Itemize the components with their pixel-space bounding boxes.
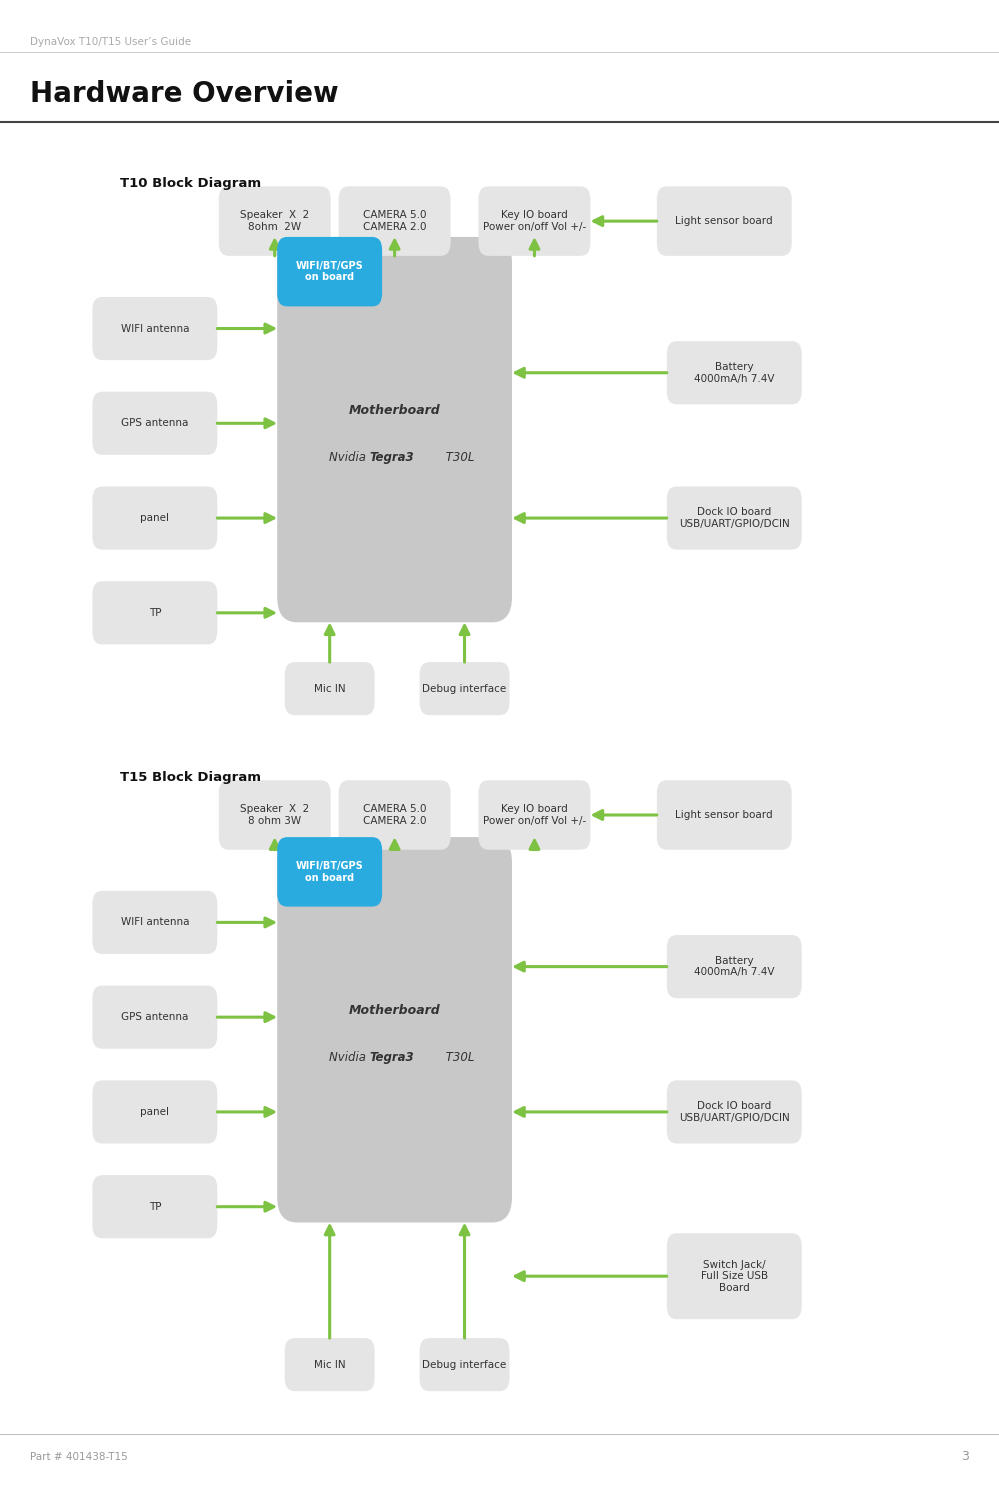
FancyBboxPatch shape [278,237,382,307]
Text: T30L: T30L [442,1051,474,1065]
FancyBboxPatch shape [667,1233,801,1320]
FancyBboxPatch shape [420,662,509,716]
Text: TP: TP [149,608,161,617]
FancyBboxPatch shape [479,780,590,850]
Text: Mic IN: Mic IN [314,1360,346,1370]
Text: panel: panel [140,1106,170,1117]
Text: 3: 3 [961,1451,969,1463]
FancyBboxPatch shape [92,890,218,954]
FancyBboxPatch shape [420,1337,509,1391]
FancyBboxPatch shape [285,1337,375,1391]
Text: Dock IO board
USB/UART/GPIO/DCIN: Dock IO board USB/UART/GPIO/DCIN [679,507,789,529]
FancyBboxPatch shape [92,986,218,1048]
FancyBboxPatch shape [278,836,382,907]
Text: Motherboard: Motherboard [349,1005,441,1017]
Text: Dock IO board
USB/UART/GPIO/DCIN: Dock IO board USB/UART/GPIO/DCIN [679,1102,789,1123]
FancyBboxPatch shape [219,780,331,850]
Text: Battery
4000mA/h 7.4V: Battery 4000mA/h 7.4V [694,956,774,978]
Text: WIFI antenna: WIFI antenna [121,324,189,334]
Text: Part # 401438-T15: Part # 401438-T15 [30,1452,128,1461]
Text: CAMERA 5.0
CAMERA 2.0: CAMERA 5.0 CAMERA 2.0 [363,804,427,826]
FancyBboxPatch shape [667,1081,801,1144]
FancyBboxPatch shape [667,486,801,550]
FancyBboxPatch shape [285,662,375,716]
FancyBboxPatch shape [92,486,218,550]
Text: GPS antenna: GPS antenna [121,1012,189,1023]
Text: TP: TP [149,1202,161,1212]
Text: Debug interface: Debug interface [423,684,506,693]
Text: Key IO board
Power on/off Vol +/-: Key IO board Power on/off Vol +/- [483,804,586,826]
Text: GPS antenna: GPS antenna [121,419,189,428]
Text: Nvidia: Nvidia [329,1051,370,1065]
FancyBboxPatch shape [657,780,791,850]
FancyBboxPatch shape [667,935,801,997]
Text: Speaker  X  2
8ohm  2W: Speaker X 2 8ohm 2W [240,210,310,233]
Text: Tegra3: Tegra3 [370,1051,415,1065]
Text: panel: panel [140,513,170,523]
Text: Speaker  X  2
8 ohm 3W: Speaker X 2 8 ohm 3W [240,804,310,826]
FancyBboxPatch shape [92,581,218,644]
Text: Light sensor board: Light sensor board [675,216,773,227]
FancyBboxPatch shape [92,392,218,455]
FancyBboxPatch shape [667,341,801,404]
FancyBboxPatch shape [219,186,331,256]
FancyBboxPatch shape [339,186,451,256]
Text: T15 Block Diagram: T15 Block Diagram [120,771,261,784]
FancyBboxPatch shape [92,297,218,361]
Text: T10 Block Diagram: T10 Block Diagram [120,177,261,189]
FancyBboxPatch shape [278,836,511,1223]
Text: Nvidia: Nvidia [329,450,370,464]
Text: Hardware Overview: Hardware Overview [30,81,339,107]
FancyBboxPatch shape [339,780,451,850]
Text: Battery
4000mA/h 7.4V: Battery 4000mA/h 7.4V [694,362,774,383]
Text: Motherboard: Motherboard [349,404,441,417]
FancyBboxPatch shape [479,186,590,256]
Text: T30L: T30L [442,450,474,464]
Text: Switch Jack/
Full Size USB
Board: Switch Jack/ Full Size USB Board [700,1260,768,1293]
FancyBboxPatch shape [278,237,511,622]
Text: Light sensor board: Light sensor board [675,810,773,820]
Text: Debug interface: Debug interface [423,1360,506,1370]
Text: CAMERA 5.0
CAMERA 2.0: CAMERA 5.0 CAMERA 2.0 [363,210,427,233]
Text: Key IO board
Power on/off Vol +/-: Key IO board Power on/off Vol +/- [483,210,586,233]
Text: DynaVox T10/T15 User’s Guide: DynaVox T10/T15 User’s Guide [30,37,191,46]
Text: Mic IN: Mic IN [314,684,346,693]
FancyBboxPatch shape [657,186,791,256]
FancyBboxPatch shape [92,1175,218,1239]
Text: Tegra3: Tegra3 [370,450,415,464]
Text: WIFI/BT/GPS
on board: WIFI/BT/GPS on board [296,862,364,883]
Text: WIFI/BT/GPS
on board: WIFI/BT/GPS on board [296,261,364,282]
Text: WIFI antenna: WIFI antenna [121,917,189,927]
FancyBboxPatch shape [92,1081,218,1144]
